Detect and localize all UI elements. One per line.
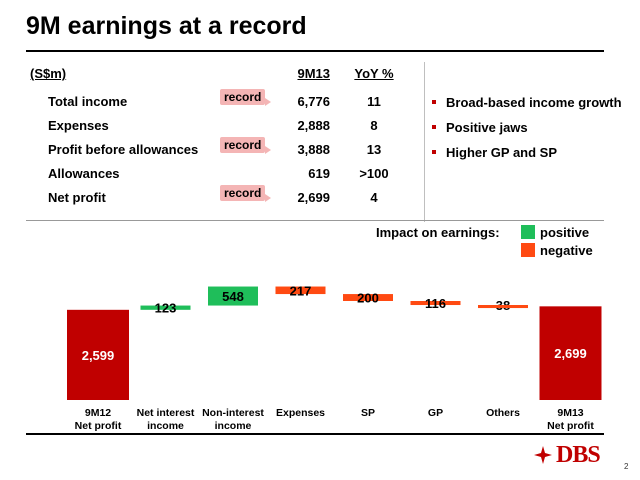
data-label-7: 2,699 bbox=[554, 346, 587, 361]
page-title: 9M earnings at a record bbox=[26, 12, 307, 40]
record-badge: record bbox=[220, 137, 272, 154]
value-net-profit: 2,699 bbox=[297, 190, 330, 205]
title-rule bbox=[26, 50, 604, 52]
bullet-item: Higher GP and SP bbox=[432, 144, 632, 161]
data-label-4: 200 bbox=[357, 291, 379, 306]
yoy-expenses: 8 bbox=[370, 118, 378, 133]
bar-5 bbox=[410, 301, 461, 306]
record-badge: record bbox=[220, 185, 272, 202]
category-label-7-0: 9M13 bbox=[557, 407, 583, 419]
col-yoy-header: YoY % bbox=[354, 66, 394, 81]
bar-7 bbox=[539, 306, 602, 400]
value-total-income: 6,776 bbox=[297, 94, 330, 109]
bullet-text: Positive jaws bbox=[446, 120, 528, 135]
bullet-list: Broad-based income growth Positive jaws … bbox=[432, 94, 632, 169]
section-divider bbox=[26, 220, 604, 221]
record-badge: record bbox=[220, 89, 272, 106]
category-label-3-0: Expenses bbox=[276, 407, 325, 419]
legend-title: Impact on earnings: bbox=[376, 225, 500, 240]
bar-2 bbox=[208, 286, 258, 306]
page-number: 2 bbox=[624, 462, 629, 471]
category-label-1-0: Net interest bbox=[137, 407, 195, 419]
yoy-total-income: 11 bbox=[367, 94, 381, 109]
row-label-expenses: Expenses bbox=[48, 118, 109, 133]
category-label-0-1: Net profit bbox=[75, 420, 122, 432]
category-label-4-0: SP bbox=[361, 407, 375, 419]
bullet-square-icon bbox=[432, 150, 436, 154]
table-divider bbox=[424, 62, 425, 222]
row-label-total-income: Total income bbox=[48, 94, 128, 109]
legend-positive-label: positive bbox=[540, 225, 590, 240]
legend-negative-label: negative bbox=[540, 243, 593, 258]
dbs-star-icon bbox=[534, 446, 552, 464]
category-label-1-1: income bbox=[147, 420, 184, 432]
yoy-net-profit: 4 bbox=[370, 190, 378, 205]
bullet-item: Positive jaws bbox=[432, 119, 632, 136]
category-label-7-1: Net profit bbox=[547, 420, 594, 432]
col-9m13-header: 9M13 bbox=[297, 66, 330, 81]
data-label-2: 548 bbox=[222, 289, 244, 304]
data-label-1: 123 bbox=[155, 301, 177, 316]
legend-negative-swatch bbox=[521, 243, 535, 257]
row-label-profit-before-allowances: Profit before allowances bbox=[48, 142, 199, 157]
bar-0 bbox=[67, 309, 129, 400]
value-profit-before-allowances: 3,888 bbox=[297, 142, 330, 157]
category-label-2-0: Non-interest bbox=[202, 407, 264, 419]
bullet-square-icon bbox=[432, 125, 436, 129]
earnings-table: (S$m) 9M13 YoY % Total income record 6,7… bbox=[26, 58, 428, 220]
data-label-3: 217 bbox=[290, 283, 312, 298]
bullet-text: Broad-based income growth bbox=[446, 95, 622, 110]
bar-3 bbox=[275, 286, 326, 295]
bar-4 bbox=[343, 294, 393, 302]
unit-header: (S$m) bbox=[30, 66, 67, 81]
row-label-allowances: Allowances bbox=[48, 166, 120, 181]
row-label-net-profit: Net profit bbox=[48, 190, 106, 205]
bullet-square-icon bbox=[432, 100, 436, 104]
category-label-2-1: income bbox=[215, 420, 252, 432]
chart-baseline-rule bbox=[26, 433, 604, 435]
bullet-item: Broad-based income growth bbox=[432, 94, 632, 111]
bar-1 bbox=[140, 305, 191, 310]
data-label-0: 2,599 bbox=[82, 348, 115, 363]
value-expenses: 2,888 bbox=[297, 118, 330, 133]
data-label-5: 116 bbox=[425, 296, 446, 311]
value-allowances: 619 bbox=[308, 166, 330, 181]
bar-6 bbox=[478, 305, 528, 309]
category-label-6-0: Others bbox=[486, 407, 520, 419]
bullet-text: Higher GP and SP bbox=[446, 145, 558, 160]
logo-text: DBS bbox=[556, 442, 601, 468]
yoy-allowances: >100 bbox=[359, 166, 389, 181]
category-label-0-0: 9M12 bbox=[85, 407, 111, 419]
legend-positive-swatch bbox=[521, 225, 535, 239]
category-label-5-0: GP bbox=[428, 407, 443, 419]
yoy-profit-before-allowances: 13 bbox=[366, 142, 382, 157]
